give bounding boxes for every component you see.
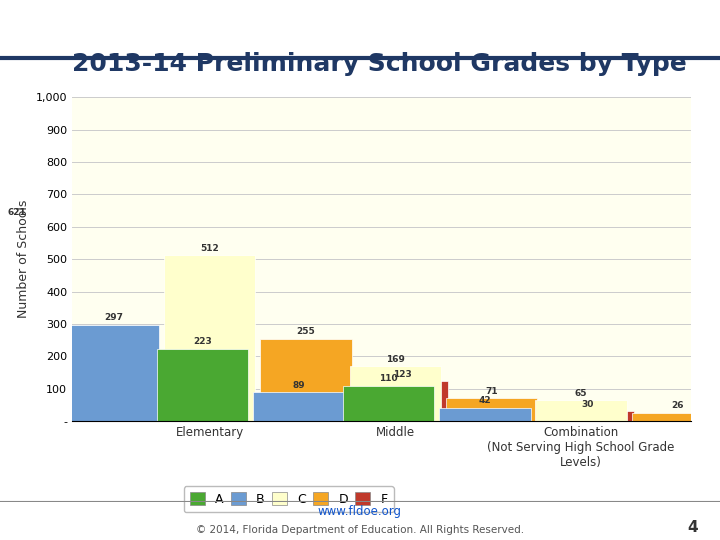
Bar xyxy=(260,339,351,421)
Text: 512: 512 xyxy=(200,244,219,253)
Bar xyxy=(439,408,531,421)
Bar xyxy=(164,255,256,421)
Text: 71: 71 xyxy=(485,387,498,396)
Text: www.fldoe.org: www.fldoe.org xyxy=(318,505,402,518)
Text: 123: 123 xyxy=(393,370,412,379)
Bar xyxy=(542,411,634,421)
Text: 4: 4 xyxy=(688,519,698,535)
Legend: A, B, C, D, F: A, B, C, D, F xyxy=(184,486,394,512)
Text: 297: 297 xyxy=(104,313,123,322)
Bar xyxy=(536,400,627,421)
Text: 89: 89 xyxy=(293,381,305,390)
Text: 223: 223 xyxy=(194,338,212,346)
Text: 255: 255 xyxy=(297,327,315,336)
Y-axis label: Number of Schools: Number of Schools xyxy=(17,200,30,319)
Text: 2013-14 Preliminary School Grades by Type: 2013-14 Preliminary School Grades by Typ… xyxy=(72,52,687,76)
Bar xyxy=(68,325,159,421)
Bar xyxy=(631,413,720,421)
Bar xyxy=(350,367,441,421)
Bar xyxy=(253,393,345,421)
Bar xyxy=(446,398,537,421)
Text: 169: 169 xyxy=(386,355,405,364)
Bar xyxy=(157,349,248,421)
Text: 621: 621 xyxy=(8,208,27,218)
Text: 42: 42 xyxy=(479,396,491,405)
Text: 110: 110 xyxy=(379,374,397,383)
Text: 26: 26 xyxy=(671,401,684,410)
Bar xyxy=(0,220,63,421)
Text: 30: 30 xyxy=(582,400,594,409)
Text: 65: 65 xyxy=(575,389,588,397)
Bar xyxy=(356,381,448,421)
Bar xyxy=(343,386,434,421)
Text: © 2014, Florida Department of Education. All Rights Reserved.: © 2014, Florida Department of Education.… xyxy=(196,524,524,535)
